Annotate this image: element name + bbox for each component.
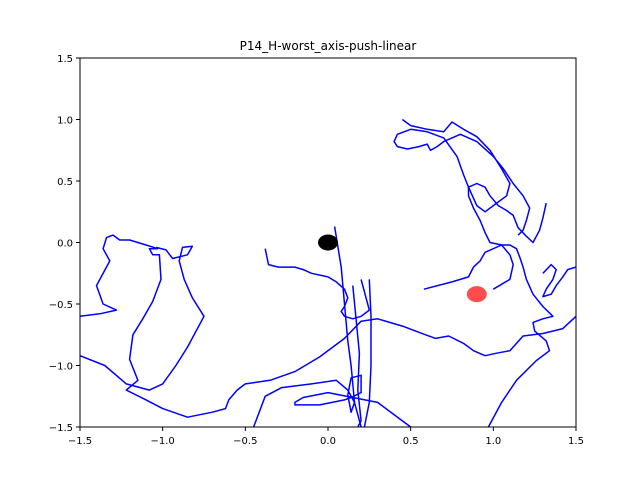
y-tick-label: 0.5 [57, 177, 73, 188]
trajectory-segment-2 [80, 245, 205, 391]
trajectory-segment-3 [264, 248, 371, 320]
trajectory-segment-9 [393, 118, 531, 236]
x-tick-label: 0.0 [320, 436, 336, 447]
x-axis: −1.5 −1.0 −0.5 0.0 0.5 1.0 1.5 [68, 427, 584, 447]
trajectory-segment-11 [542, 263, 576, 298]
axes-frame [79, 57, 577, 428]
x-tick-label: −0.5 [233, 436, 257, 447]
y-tick-label: 1.0 [57, 116, 73, 127]
x-tick-label: 0.5 [403, 436, 419, 447]
trajectory-segment-8 [467, 182, 554, 427]
goal-marker [466, 286, 487, 303]
start-marker [318, 234, 338, 251]
x-tick-label: 1.0 [485, 436, 501, 447]
plot-area [80, 118, 576, 427]
trajectory-segment-10 [423, 244, 514, 290]
trajectory-segment-7 [363, 279, 372, 427]
y-tick-label: −1.0 [49, 362, 73, 373]
x-tick-label: 1.5 [568, 436, 584, 447]
y-tick-label: 0.0 [57, 239, 73, 250]
x-tick-label: −1.0 [151, 436, 175, 447]
y-tick-label: −1.5 [49, 423, 73, 434]
x-tick-label: −1.5 [68, 436, 92, 447]
trajectory-segment-1 [80, 234, 576, 418]
chart-title: P14_H-worst_axis-push-linear [240, 39, 417, 53]
trajectory-segment-5 [333, 226, 362, 427]
y-tick-label: −0.5 [49, 300, 73, 311]
trajectory-segment-6 [352, 285, 362, 427]
y-axis: −1.5 −1.0 −0.5 0.0 0.5 1.0 1.5 [49, 54, 80, 434]
trajectory-segment-4 [252, 374, 412, 427]
y-tick-label: 1.5 [57, 54, 73, 65]
